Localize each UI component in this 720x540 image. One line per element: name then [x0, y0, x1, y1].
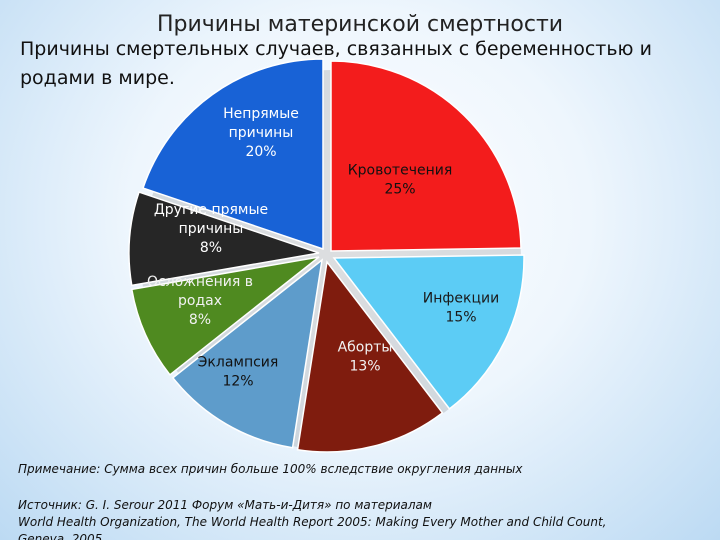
slice-label: Осложнения в родах 8% — [147, 274, 253, 328]
slice-label: Другие прямые причины 8% — [154, 202, 268, 256]
pie-slice — [330, 60, 522, 252]
source-line: World Health Organization, The World Hea… — [18, 515, 607, 529]
pie-slice — [332, 254, 525, 410]
slice-label: Инфекции 15% — [423, 291, 499, 326]
source-line: Источник: G. I. Serour 2011 Форум «Мать-… — [18, 498, 432, 512]
chart-title: Причины материнской смертности — [156, 12, 564, 37]
pie-slice — [130, 256, 320, 376]
pie-slice — [128, 191, 320, 287]
footnote: Примечание: Сумма всех причин больше 100… — [18, 462, 523, 476]
pie-slice — [142, 58, 324, 251]
slice-label: Непрямые причины 20% — [223, 106, 299, 160]
slice-label: Кровотечения 25% — [348, 163, 453, 198]
source-line: Geneva, 2005 — [18, 532, 103, 540]
slice-label: Аборты 13% — [338, 340, 393, 375]
chart-subtitle: Причины смертельных случаев, связанных с… — [20, 38, 652, 89]
pie-slice — [296, 260, 444, 453]
pie-slice — [171, 258, 324, 449]
source-citation: Источник: G. I. Serour 2011 Форум «Мать-… — [18, 497, 718, 540]
slice-label: Эклампсия 12% — [198, 355, 279, 390]
